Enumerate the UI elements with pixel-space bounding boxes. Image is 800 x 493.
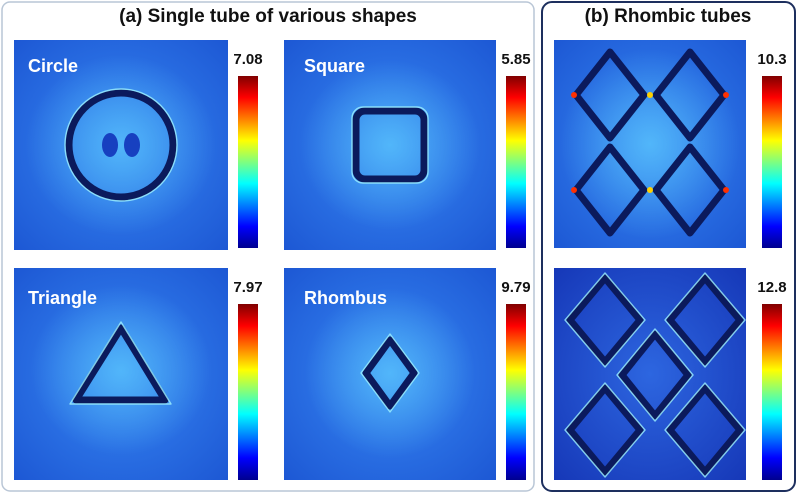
colorbar-max: 9.79 — [501, 279, 530, 296]
map-rhombic-four — [554, 40, 746, 248]
shape-label: Triangle — [28, 288, 97, 308]
map-square — [284, 40, 496, 250]
shape-label: Square — [304, 56, 365, 76]
colorbar-max: 10.3 — [757, 51, 786, 68]
colorbar — [506, 76, 526, 248]
map-circle — [14, 40, 228, 250]
map-rhombic-five — [554, 268, 746, 480]
colorbar — [762, 304, 782, 480]
colorbar — [762, 76, 782, 248]
colorbar-max: 7.08 — [233, 51, 262, 68]
colorbar — [506, 304, 526, 480]
map-rhombus — [284, 268, 496, 480]
colorbar-max: 5.85 — [501, 51, 530, 68]
shape-label: Rhombus — [304, 288, 387, 308]
colorbar — [238, 304, 258, 480]
colorbar — [238, 76, 258, 248]
colorbar-max: 7.97 — [233, 279, 262, 296]
panel-b-title: (b) Rhombic tubes — [585, 6, 752, 27]
shape-label: Circle — [28, 56, 78, 76]
colorbar-max: 12.8 — [757, 279, 786, 296]
panel-a-title: (a) Single tube of various shapes — [119, 6, 417, 27]
map-triangle — [14, 268, 228, 480]
